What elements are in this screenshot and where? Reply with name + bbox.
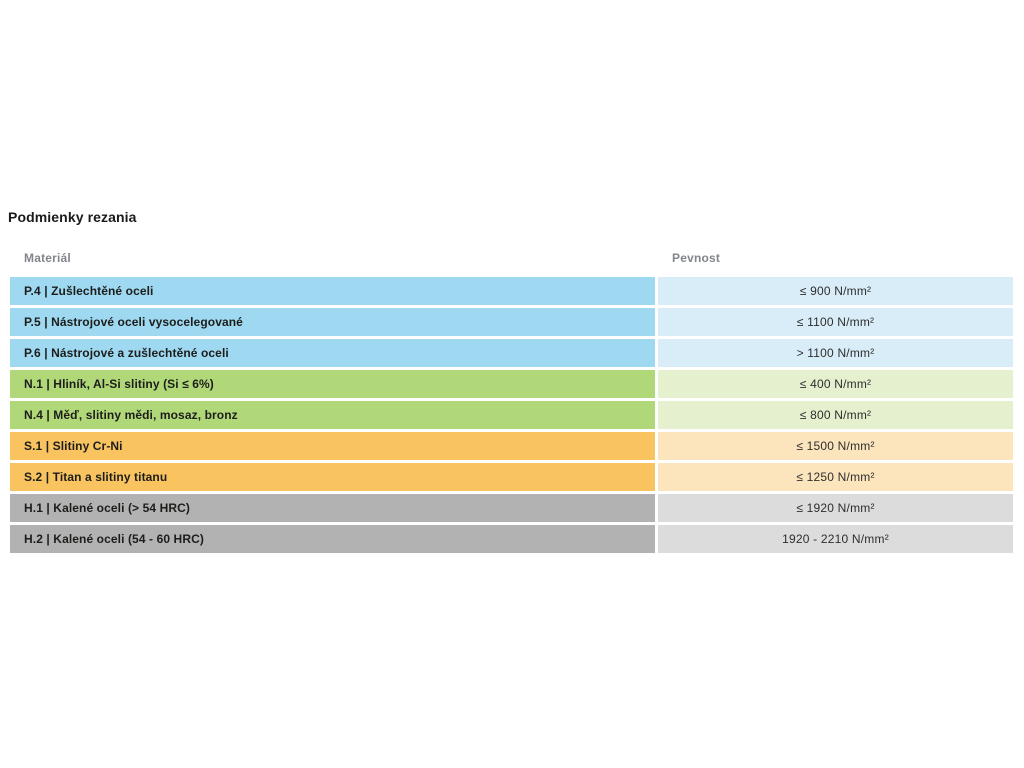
material-cell: P.6 | Nástrojové a zušlechtěné oceli (10, 339, 655, 367)
strength-cell: ≤ 800 N/mm² (658, 401, 1013, 429)
table-row: H.2 | Kalené oceli (54 - 60 HRC) 1920 - 2… (10, 525, 1013, 553)
strength-cell: ≤ 1250 N/mm² (658, 463, 1013, 491)
table-row: N.1 | Hliník, Al-Si slitiny (Si ≤ 6%) ≤ 4… (10, 370, 1013, 398)
material-cell: P.4 | Zušlechtěné oceli (10, 277, 655, 305)
strength-cell: > 1100 N/mm² (658, 339, 1013, 367)
strength-cell: ≤ 400 N/mm² (658, 370, 1013, 398)
table-row: P.5 | Nástrojové oceli vysocelegované ≤ 1… (10, 308, 1013, 336)
material-cell: S.2 | Titan a slitiny titanu (10, 463, 655, 491)
table-row: S.1 | Slitiny Cr-Ni ≤ 1500 N/mm² (10, 432, 1013, 460)
materials-table: P.4 | Zušlechtěné oceli ≤ 900 N/mm² P.5 | … (10, 277, 1013, 556)
strength-cell: ≤ 1500 N/mm² (658, 432, 1013, 460)
column-header-material: Materiál (24, 251, 71, 265)
strength-cell: 1920 - 2210 N/mm² (658, 525, 1013, 553)
column-header-strength: Pevnost (672, 251, 721, 265)
table-row: S.2 | Titan a slitiny titanu ≤ 1250 N/mm² (10, 463, 1013, 491)
page-title: Podmienky rezania (8, 209, 137, 225)
table-row: H.1 | Kalené oceli (> 54 HRC) ≤ 1920 N/mm… (10, 494, 1013, 522)
material-cell: S.1 | Slitiny Cr-Ni (10, 432, 655, 460)
material-cell: P.5 | Nástrojové oceli vysocelegované (10, 308, 655, 336)
table-row: P.4 | Zušlechtěné oceli ≤ 900 N/mm² (10, 277, 1013, 305)
strength-cell: ≤ 1100 N/mm² (658, 308, 1013, 336)
material-cell: H.2 | Kalené oceli (54 - 60 HRC) (10, 525, 655, 553)
table-row: P.6 | Nástrojové a zušlechtěné oceli > 11… (10, 339, 1013, 367)
material-cell: N.1 | Hliník, Al-Si slitiny (Si ≤ 6%) (10, 370, 655, 398)
strength-cell: ≤ 1920 N/mm² (658, 494, 1013, 522)
strength-cell: ≤ 900 N/mm² (658, 277, 1013, 305)
material-cell: H.1 | Kalené oceli (> 54 HRC) (10, 494, 655, 522)
table-row: N.4 | Měď, slitiny mědi, mosaz, bronz ≤ 8… (10, 401, 1013, 429)
material-cell: N.4 | Měď, slitiny mědi, mosaz, bronz (10, 401, 655, 429)
